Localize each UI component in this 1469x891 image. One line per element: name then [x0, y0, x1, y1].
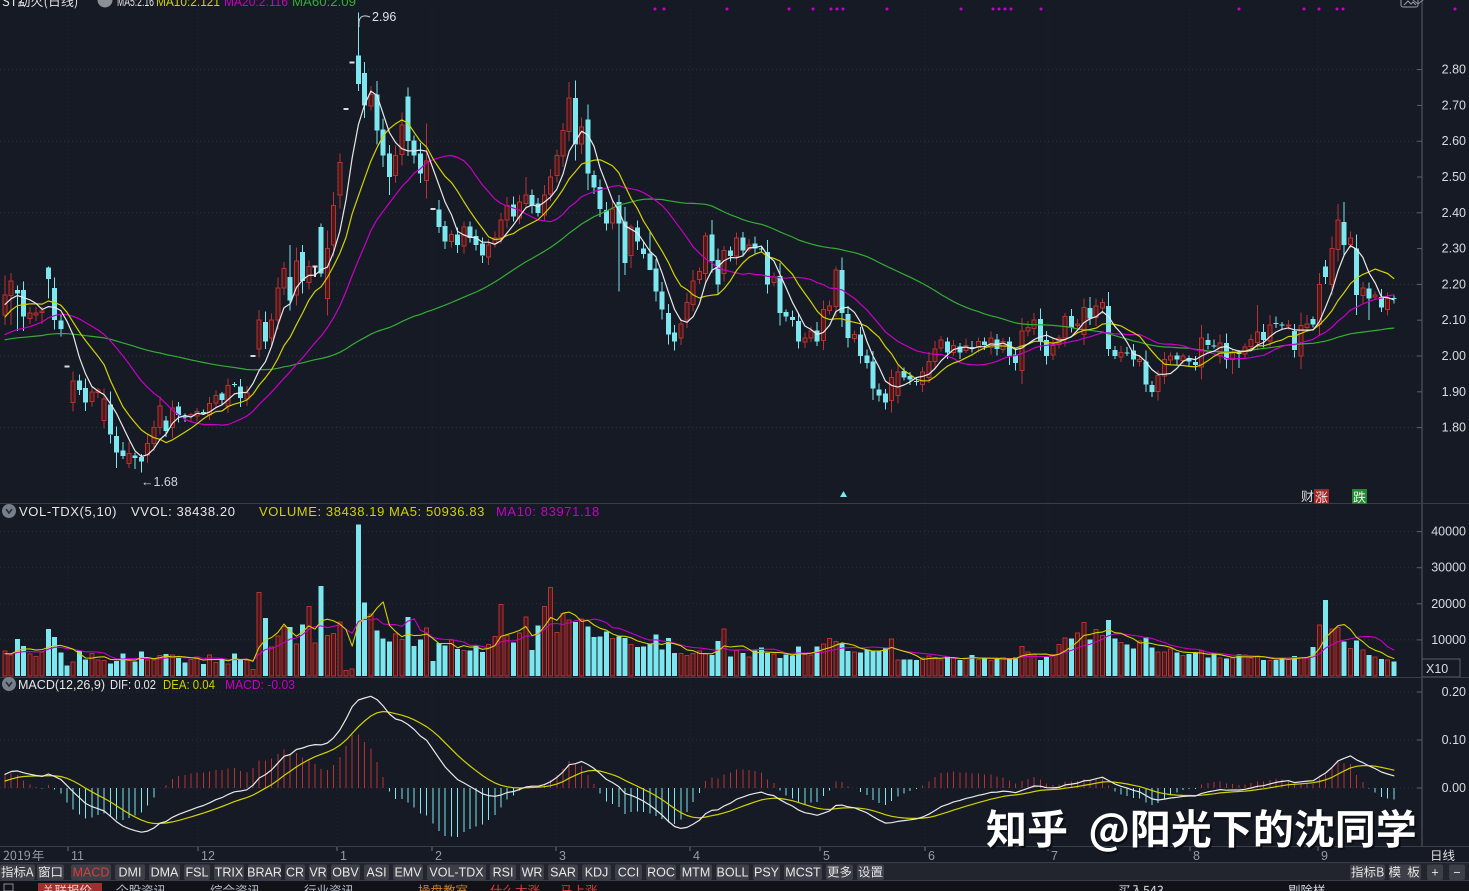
svg-text:5: 5	[823, 849, 830, 863]
svg-text:1.80: 1.80	[1442, 421, 1466, 435]
svg-text:OBV: OBV	[332, 866, 359, 880]
svg-text:0.00: 0.00	[1442, 781, 1466, 795]
svg-text:ROC: ROC	[647, 866, 675, 880]
svg-text:MACD: -0.03: MACD: -0.03	[225, 677, 295, 692]
svg-text:CR: CR	[286, 866, 304, 880]
svg-text:2.70: 2.70	[1442, 98, 1466, 112]
svg-text:MA20:2.116: MA20:2.116	[224, 0, 288, 9]
svg-text:MA60:2.09: MA60:2.09	[292, 0, 356, 9]
svg-text:−: −	[1453, 866, 1460, 880]
svg-text:12: 12	[201, 849, 215, 863]
svg-text:9: 9	[1321, 849, 1328, 863]
svg-text:MA5: 50936.83: MA5: 50936.83	[389, 504, 485, 519]
svg-text:BOLL: BOLL	[717, 866, 749, 880]
svg-text:VOLUME: 38438.19: VOLUME: 38438.19	[259, 504, 385, 519]
svg-text:2.96: 2.96	[372, 10, 396, 24]
svg-text:2.30: 2.30	[1442, 242, 1466, 256]
svg-text:2.00: 2.00	[1442, 349, 1466, 363]
svg-text:8: 8	[1193, 849, 1200, 863]
svg-text:KDJ: KDJ	[585, 866, 609, 880]
svg-text:X10: X10	[1426, 662, 1448, 676]
svg-text:2.60: 2.60	[1442, 134, 1466, 148]
svg-text:0.20: 0.20	[1442, 685, 1466, 699]
svg-text:CCI: CCI	[618, 866, 640, 880]
svg-text:WR: WR	[522, 866, 543, 880]
svg-text:+: +	[1431, 866, 1438, 880]
svg-text:PSY: PSY	[754, 866, 780, 880]
svg-text:4: 4	[693, 849, 700, 863]
svg-text:3: 3	[559, 849, 566, 863]
svg-text:2: 2	[435, 849, 442, 863]
svg-text:MA10:2.121: MA10:2.121	[156, 0, 220, 9]
svg-text:10000: 10000	[1431, 633, 1466, 647]
svg-text:VOL-TDX(5,10): VOL-TDX(5,10)	[19, 504, 117, 519]
svg-text:DMI: DMI	[119, 866, 142, 880]
svg-text:DMA: DMA	[151, 866, 179, 880]
svg-text:30000: 30000	[1431, 561, 1466, 575]
svg-text:7: 7	[1051, 849, 1058, 863]
svg-text:DIF: 0.02: DIF: 0.02	[110, 677, 156, 692]
svg-text:2.40: 2.40	[1442, 206, 1466, 220]
svg-text:EMV: EMV	[394, 866, 422, 880]
svg-text:BRAR: BRAR	[247, 866, 282, 880]
svg-text:RSI: RSI	[493, 866, 514, 880]
svg-text:MA5:2.16: MA5:2.16	[117, 0, 154, 9]
svg-text:1: 1	[340, 849, 347, 863]
svg-text:2.80: 2.80	[1442, 63, 1466, 77]
svg-text:MACD: MACD	[73, 866, 110, 880]
svg-text:VVOL: 38438.20: VVOL: 38438.20	[131, 504, 236, 519]
svg-text:MCST: MCST	[785, 866, 821, 880]
svg-text:DEA: 0.04: DEA: 0.04	[163, 677, 215, 692]
svg-text:2.50: 2.50	[1442, 170, 1466, 184]
svg-text:2.10: 2.10	[1442, 313, 1466, 327]
svg-text:MA10: 83971.18: MA10: 83971.18	[496, 504, 600, 519]
svg-text:2.20: 2.20	[1442, 277, 1466, 291]
svg-text:←1.68: ←1.68	[141, 475, 178, 489]
svg-text:1.90: 1.90	[1442, 385, 1466, 399]
svg-text:VOL-TDX: VOL-TDX	[429, 866, 484, 880]
svg-text:11: 11	[71, 849, 84, 863]
svg-text:20000: 20000	[1431, 597, 1466, 611]
svg-text:SAR: SAR	[550, 866, 576, 880]
svg-text:6: 6	[928, 849, 935, 863]
svg-text:VR: VR	[309, 866, 326, 880]
svg-text:0.10: 0.10	[1442, 733, 1466, 747]
svg-text:ASI: ASI	[366, 866, 386, 880]
svg-text:MTM: MTM	[682, 866, 710, 880]
svg-text:FSL: FSL	[186, 866, 209, 880]
svg-text:40000: 40000	[1431, 525, 1466, 539]
svg-text:TRIX: TRIX	[215, 866, 244, 880]
svg-text:MACD(12,26,9): MACD(12,26,9)	[18, 677, 105, 692]
